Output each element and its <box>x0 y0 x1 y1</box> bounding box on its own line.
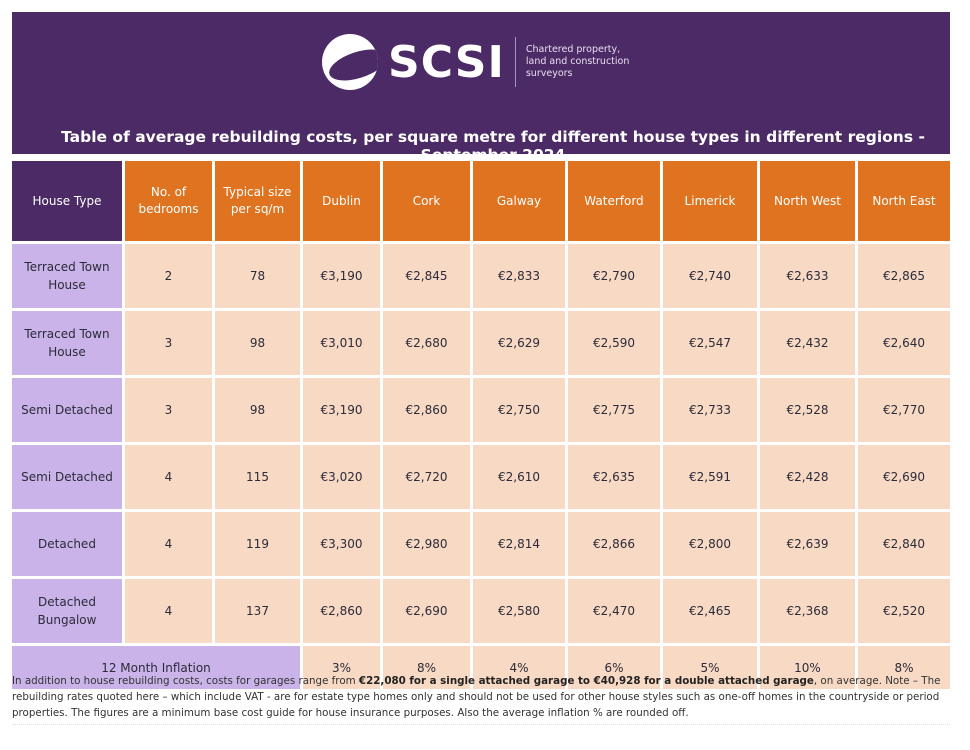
cost-cell: €2,800 <box>663 512 757 576</box>
cost-cell: €2,980 <box>383 512 470 576</box>
cost-cell: €2,865 <box>858 244 950 308</box>
house-type-cell: Terraced Town House <box>12 311 122 375</box>
cost-cell: €2,814 <box>473 512 565 576</box>
cost-cell: €2,733 <box>663 378 757 442</box>
cost-cell: €2,775 <box>568 378 660 442</box>
cost-cell: €2,750 <box>473 378 565 442</box>
table-row: Semi Detached 3 98 €3,190 €2,860 €2,750 €2,775… <box>12 378 950 442</box>
footnote-text: In addition to house rebuilding costs, c… <box>12 675 359 687</box>
logo-divider <box>514 37 516 87</box>
rebuilding-costs-table: House Type No. of bedrooms Typical size pe… <box>9 158 953 692</box>
column-header: Dublin <box>303 161 380 241</box>
scsi-logo-icon <box>322 34 378 90</box>
column-header: Galway <box>473 161 565 241</box>
cost-cell: €2,635 <box>568 445 660 509</box>
size-cell: 98 <box>215 378 300 442</box>
inflation-cell: 6% <box>568 646 660 689</box>
logo-tagline: Chartered property, land and constructio… <box>525 44 630 79</box>
cost-cell: €3,190 <box>303 378 380 442</box>
inflation-cell: 8% <box>858 646 950 689</box>
house-type-cell: Semi Detached <box>12 445 122 509</box>
inflation-label: 12 Month Inflation <box>12 646 300 689</box>
inflation-cell: 4% <box>473 646 565 689</box>
cost-cell: €2,866 <box>568 512 660 576</box>
header-banner: SCSI Chartered property, land and constr… <box>12 12 950 164</box>
cost-cell: €2,840 <box>858 512 950 576</box>
cost-cell: €2,790 <box>568 244 660 308</box>
cost-cell: €2,368 <box>760 579 855 643</box>
inflation-cell: 3% <box>303 646 380 689</box>
cost-cell: €2,432 <box>760 311 855 375</box>
table-row: Detached 4 119 €3,300 €2,980 €2,814 €2,866 €2,8… <box>12 512 950 576</box>
house-type-cell: Semi Detached <box>12 378 122 442</box>
cost-cell: €2,465 <box>663 579 757 643</box>
bedrooms-cell: 3 <box>125 311 212 375</box>
cost-cell: €2,428 <box>760 445 855 509</box>
column-header: Limerick <box>663 161 757 241</box>
cost-cell: €2,690 <box>858 445 950 509</box>
cost-cell: €2,860 <box>303 579 380 643</box>
table-header-row: House Type No. of bedrooms Typical size pe… <box>12 161 950 241</box>
size-cell: 137 <box>215 579 300 643</box>
column-header: House Type <box>12 161 122 241</box>
bedrooms-cell: 4 <box>125 512 212 576</box>
cost-cell: €2,740 <box>663 244 757 308</box>
size-cell: 119 <box>215 512 300 576</box>
cost-cell: €3,010 <box>303 311 380 375</box>
cost-cell: €2,680 <box>383 311 470 375</box>
inflation-cell: 5% <box>663 646 757 689</box>
column-header: North East <box>858 161 950 241</box>
cost-cell: €2,845 <box>383 244 470 308</box>
footnote-text-2: , on average. Note – The rebuilding rate… <box>12 675 941 719</box>
cost-cell: €2,547 <box>663 311 757 375</box>
size-cell: 78 <box>215 244 300 308</box>
inflation-cell: 8% <box>383 646 470 689</box>
cost-cell: €2,720 <box>383 445 470 509</box>
column-header: North West <box>760 161 855 241</box>
cost-cell: €2,833 <box>473 244 565 308</box>
cost-cell: €2,528 <box>760 378 855 442</box>
column-header: Typical size per sq/m <box>215 161 300 241</box>
column-header: No. of bedrooms <box>125 161 212 241</box>
column-header: Cork <box>383 161 470 241</box>
inflation-cell: 10% <box>760 646 855 689</box>
cost-cell: €2,629 <box>473 311 565 375</box>
scsi-logo: SCSI Chartered property, land and constr… <box>322 34 636 90</box>
column-header: Waterford <box>568 161 660 241</box>
table-row: Terraced Town House 2 78 €3,190 €2,845 €2,833… <box>12 244 950 308</box>
house-type-cell: Detached Bungalow <box>12 579 122 643</box>
table-row: Detached Bungalow 4 137 €2,860 €2,690 €2,580 €… <box>12 579 950 643</box>
footnote: In addition to house rebuilding costs, c… <box>12 673 952 721</box>
inflation-row: 12 Month Inflation 3% 8% 4% 6% 5% 10% 8% <box>12 646 950 689</box>
footnote-garage-costs: €22,080 for a single attached garage to … <box>358 675 814 687</box>
cost-cell: €2,639 <box>760 512 855 576</box>
cost-cell: €2,580 <box>473 579 565 643</box>
bedrooms-cell: 2 <box>125 244 212 308</box>
size-cell: 115 <box>215 445 300 509</box>
cost-cell: €2,770 <box>858 378 950 442</box>
page-title: Table of average rebuilding costs, per s… <box>61 128 925 164</box>
cost-cell: €2,590 <box>568 311 660 375</box>
logo-text: SCSI <box>388 36 505 88</box>
cost-cell: €2,520 <box>858 579 950 643</box>
cost-cell: €2,690 <box>383 579 470 643</box>
size-cell: 98 <box>215 311 300 375</box>
table-row: Terraced Town House 3 98 €3,010 €2,680 €2,629… <box>12 311 950 375</box>
cost-cell: €3,300 <box>303 512 380 576</box>
cost-cell: €3,020 <box>303 445 380 509</box>
bedrooms-cell: 4 <box>125 445 212 509</box>
cost-cell: €2,633 <box>760 244 855 308</box>
house-type-cell: Detached <box>12 512 122 576</box>
cost-cell: €3,190 <box>303 244 380 308</box>
cost-cell: €2,591 <box>663 445 757 509</box>
bedrooms-cell: 4 <box>125 579 212 643</box>
divider <box>12 724 950 725</box>
cost-cell: €2,860 <box>383 378 470 442</box>
table-row: Semi Detached 4 115 €3,020 €2,720 €2,610 €2,63… <box>12 445 950 509</box>
cost-cell: €2,610 <box>473 445 565 509</box>
cost-cell: €2,640 <box>858 311 950 375</box>
bedrooms-cell: 3 <box>125 378 212 442</box>
house-type-cell: Terraced Town House <box>12 244 122 308</box>
cost-cell: €2,470 <box>568 579 660 643</box>
